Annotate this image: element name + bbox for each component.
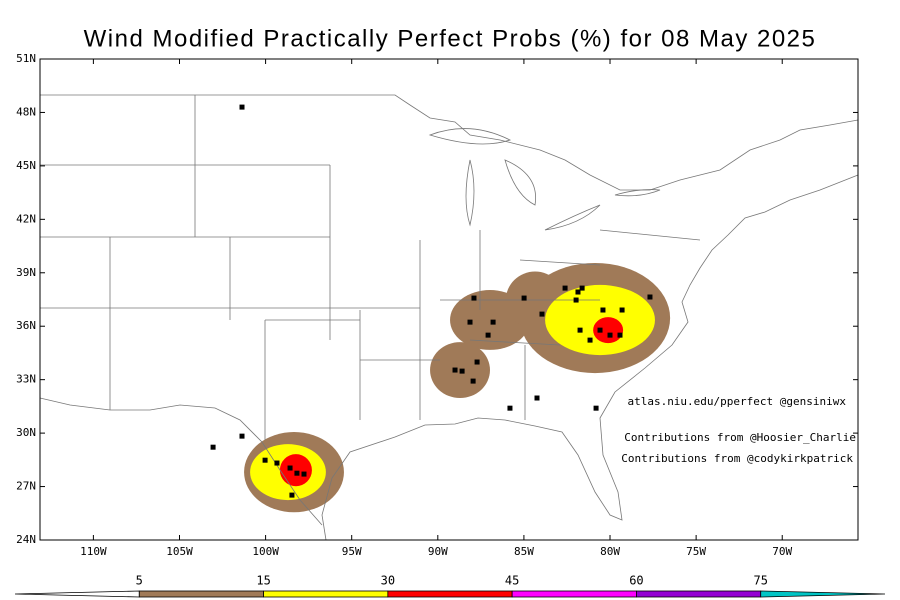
storm-report <box>521 295 527 301</box>
state-lines <box>40 95 701 440</box>
storm-report <box>294 470 300 476</box>
storm-report <box>600 307 606 313</box>
storm-report <box>471 295 477 301</box>
storm-report <box>452 367 458 373</box>
lon-tick-label: 70W <box>772 545 792 558</box>
colorbar-label: 60 <box>629 574 643 588</box>
lat-tick-label: 48N <box>16 105 36 118</box>
lake <box>504 159 537 206</box>
credit: atlas.niu.edu/pperfect @gensiniwx <box>627 395 846 408</box>
lat-tick-label: 24N <box>16 533 36 546</box>
storm-report <box>262 457 268 463</box>
storm-report <box>587 337 593 343</box>
storm-report <box>474 359 480 365</box>
storm-report <box>577 327 583 333</box>
lat-tick-label: 39N <box>16 266 36 279</box>
lon-tick-label: 75W <box>686 545 706 558</box>
storm-report <box>617 332 623 338</box>
colorbar-label: 75 <box>753 574 767 588</box>
storm-report <box>507 405 513 411</box>
lat-tick-label: 51N <box>16 52 36 65</box>
lat-tick-label: 45N <box>16 159 36 172</box>
storm-report <box>619 307 625 313</box>
lon-tick-label: 90W <box>428 545 448 558</box>
probability-contour <box>279 454 312 487</box>
coastline <box>321 174 859 541</box>
storm-report <box>607 332 613 338</box>
lon-tick-label: 110W <box>80 545 107 558</box>
lon-tick-label: 100W <box>252 545 279 558</box>
storm-report <box>539 311 545 317</box>
storm-report <box>485 332 491 338</box>
lake <box>614 189 661 197</box>
lat-tick-label: 36N <box>16 319 36 332</box>
storm-report <box>534 395 540 401</box>
colorbar-label: 30 <box>381 574 395 588</box>
colorbar-segment <box>138 590 264 598</box>
credits: atlas.niu.edu/pperfect @gensiniwx Contri… <box>621 395 856 465</box>
storm-report <box>490 319 496 325</box>
storm-report <box>274 460 280 466</box>
storm-report <box>647 294 653 300</box>
border <box>39 397 323 526</box>
lat-tick-label: 33N <box>16 373 36 386</box>
lat-tick-label: 27N <box>16 480 36 493</box>
storm-report <box>593 405 599 411</box>
storm-report <box>579 285 585 291</box>
credit: Contributions from @codykirkpatrick <box>621 452 853 465</box>
colorbar-segment <box>387 590 513 598</box>
lon-tick-label: 85W <box>514 545 534 558</box>
lat-tick-label: 30N <box>16 426 36 439</box>
lat-tick-label: 42N <box>16 212 36 225</box>
storm-report <box>239 104 245 110</box>
storm-report <box>239 433 245 439</box>
storm-report <box>301 471 307 477</box>
storm-report <box>459 368 465 374</box>
colorbar-extension <box>14 590 140 598</box>
colorbar-label: 45 <box>505 574 519 588</box>
probability-contour <box>593 317 624 344</box>
colorbar-segment <box>636 590 762 598</box>
colorbar-segment <box>263 590 389 598</box>
storm-report <box>289 492 295 498</box>
map-title: Wind Modified Practically Perfect Probs … <box>84 25 817 52</box>
storm-report <box>287 465 293 471</box>
map-frame <box>39 58 859 541</box>
colorbar-label: 5 <box>136 574 143 588</box>
credit: Contributions from @Hoosier_Charlie <box>624 431 856 444</box>
coastline <box>40 94 859 191</box>
colorbar-segment <box>511 590 637 598</box>
base-map <box>39 94 859 541</box>
lake <box>428 128 512 145</box>
lon-tick-label: 95W <box>342 545 362 558</box>
storm-report <box>575 289 581 295</box>
storm-report <box>597 327 603 333</box>
storm-report <box>573 297 579 303</box>
storm-report <box>210 444 216 450</box>
colorbar-label: 15 <box>256 574 270 588</box>
storm-report <box>467 319 473 325</box>
lon-tick-label: 105W <box>166 545 193 558</box>
lake <box>465 159 475 227</box>
lake <box>544 204 601 231</box>
lon-tick-label: 80W <box>600 545 620 558</box>
storm-report <box>470 378 476 384</box>
storm-report <box>562 285 568 291</box>
colorbar-extension <box>760 590 886 598</box>
